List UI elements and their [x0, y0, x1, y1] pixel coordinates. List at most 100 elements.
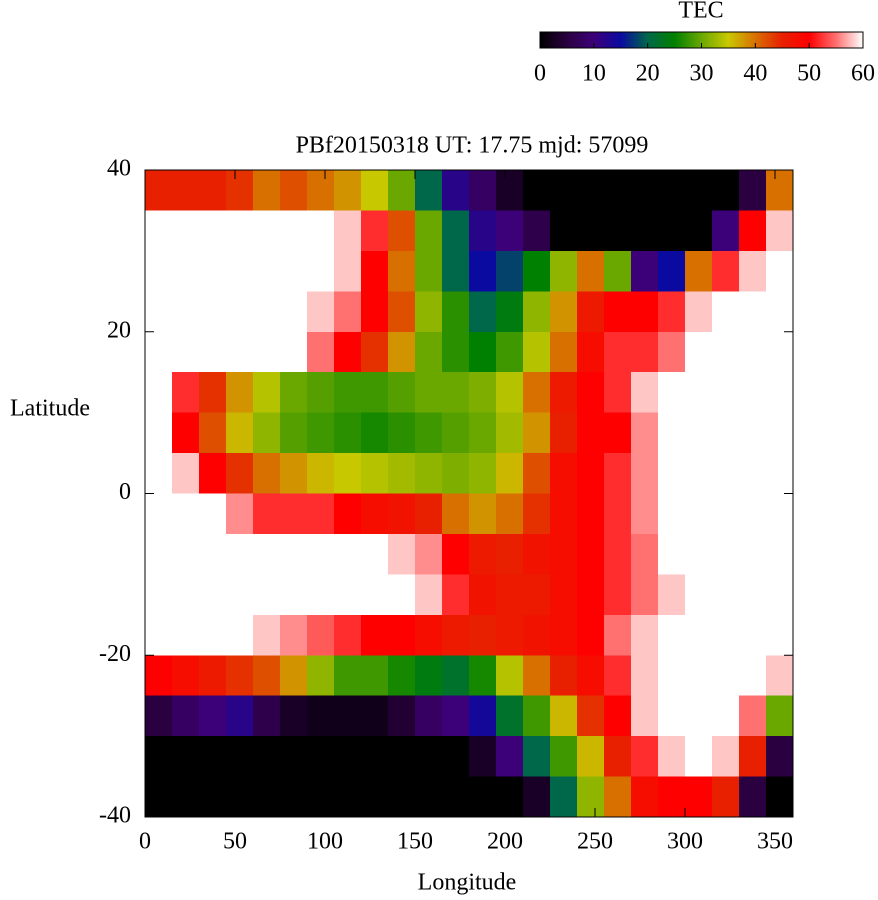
cell: [199, 493, 227, 535]
cell: [685, 453, 713, 494]
cell: [253, 170, 281, 211]
cell: [658, 736, 686, 778]
cell: [631, 614, 659, 656]
cell: [253, 655, 281, 697]
cell: [550, 776, 578, 818]
cell: [496, 736, 524, 778]
cell: [280, 170, 308, 211]
cell: [415, 250, 443, 292]
cell: [523, 170, 551, 211]
cell: [145, 170, 173, 211]
cell: [604, 372, 632, 414]
cell: [739, 574, 767, 616]
cell: [523, 736, 551, 778]
cell: [334, 372, 362, 414]
x-tick-label: 100: [307, 829, 343, 855]
cell: [739, 655, 767, 697]
cell: [577, 372, 605, 414]
cell: [199, 655, 227, 697]
cell: [685, 170, 713, 211]
cell: [766, 453, 794, 494]
cell: [388, 695, 416, 737]
cell: [766, 614, 794, 656]
cell: [280, 574, 308, 616]
cell: [631, 493, 659, 535]
cell: [658, 170, 686, 211]
cell: [739, 331, 767, 373]
cell: [496, 533, 524, 575]
cell: [766, 574, 794, 616]
cell: [577, 614, 605, 656]
cell: [334, 614, 362, 656]
colorbar-tick-label: 0: [534, 61, 546, 87]
cell: [226, 655, 254, 697]
cell: [712, 574, 740, 616]
cell: [145, 574, 173, 616]
cell: [712, 776, 740, 818]
cell: [604, 736, 632, 778]
cell: [685, 412, 713, 454]
cell: [226, 210, 254, 252]
cell: [442, 574, 470, 616]
cell: [172, 372, 200, 414]
cell: [145, 291, 173, 333]
cell: [577, 170, 605, 211]
cell: [631, 412, 659, 454]
cell: [334, 331, 362, 373]
cell: [172, 533, 200, 575]
cell: [415, 655, 443, 697]
cell: [469, 210, 497, 252]
cell: [712, 170, 740, 211]
cell: [226, 331, 254, 373]
cell: [604, 614, 632, 656]
cell: [307, 250, 335, 292]
cell: [766, 210, 794, 252]
cell: [199, 412, 227, 454]
cell: [388, 736, 416, 778]
x-tick-label: 350: [757, 829, 793, 855]
cell: [739, 493, 767, 535]
cell: [442, 614, 470, 656]
cell: [604, 412, 632, 454]
cell: [307, 533, 335, 575]
cell: [739, 614, 767, 656]
cell: [307, 412, 335, 454]
cell: [739, 412, 767, 454]
cell: [253, 372, 281, 414]
cell: [361, 291, 389, 333]
cell: [334, 291, 362, 333]
cell: [739, 250, 767, 292]
cell: [226, 574, 254, 616]
cell: [145, 372, 173, 414]
cell: [415, 776, 443, 818]
cell: [361, 170, 389, 211]
cell: [739, 291, 767, 333]
cell: [415, 170, 443, 211]
cell: [280, 250, 308, 292]
cell: [280, 412, 308, 454]
cell: [199, 574, 227, 616]
cell: [577, 412, 605, 454]
cell: [712, 736, 740, 778]
cell: [199, 331, 227, 373]
cell: [577, 533, 605, 575]
cell: [739, 776, 767, 818]
cell: [766, 736, 794, 778]
cell: [658, 331, 686, 373]
cell: [415, 291, 443, 333]
cell: [280, 453, 308, 494]
cell: [280, 776, 308, 818]
cell: [280, 331, 308, 373]
cell: [226, 372, 254, 414]
cell: [496, 291, 524, 333]
cell: [631, 453, 659, 494]
cell: [415, 372, 443, 414]
cell: [496, 453, 524, 494]
cell: [523, 453, 551, 494]
cell: [658, 210, 686, 252]
cell: [766, 291, 794, 333]
cell: [226, 291, 254, 333]
cell: [685, 655, 713, 697]
x-tick-label: 0: [139, 829, 151, 855]
cell: [199, 250, 227, 292]
